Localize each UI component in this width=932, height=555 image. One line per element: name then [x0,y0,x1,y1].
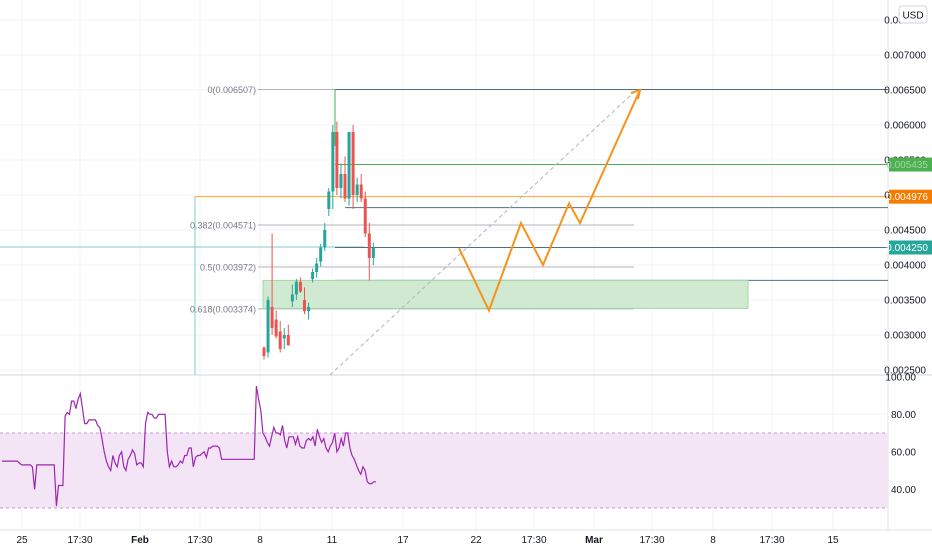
price-axis-label: 0.004000 [884,261,926,272]
time-axis-label: 11 [327,535,338,546]
candle-body[interactable] [359,184,363,199]
time-axis-label: Feb [131,535,149,546]
candle-body[interactable] [319,247,323,262]
rsi-axis-label: 40.00 [891,485,916,496]
orange-level-tag-label: 0.004976 [886,192,928,203]
time-axis-label: 17:30 [521,535,546,546]
time-axis-label: 15 [827,535,839,546]
fib-level-label: 0.5(0.003972) [200,262,256,272]
candle-body[interactable] [266,300,270,353]
rsi-band [0,433,888,508]
rsi-panel [0,386,888,509]
time-axis-label: 25 [16,535,28,546]
candles-layer [262,121,375,360]
rsi-axis-label: 80.00 [891,410,916,421]
currency-label: USD [902,11,923,22]
candle-body[interactable] [303,300,306,312]
candle-body[interactable] [343,174,347,199]
candle-body[interactable] [347,132,351,199]
price-axis-label: 0.007000 [884,51,926,62]
candle-body[interactable] [274,319,278,337]
candle-body[interactable] [339,174,343,188]
demand-zone[interactable] [262,279,749,309]
current-price-tag-label: 0.004250 [886,243,928,254]
time-axis-label: Mar [585,535,603,546]
price-axis-label: 0.002500 [884,366,926,377]
price-axis-label: 0.006000 [884,121,926,132]
candle-body[interactable] [371,247,375,259]
orange-level-tag[interactable] [889,189,932,204]
candle-body[interactable] [270,307,274,328]
projection-arrowhead [630,88,642,100]
candle-body[interactable] [315,263,319,272]
rsi-axis-label: 100.00 [885,372,916,383]
candle-body[interactable] [363,198,367,234]
time-axis-label: 8 [710,535,716,546]
candle-body[interactable] [355,184,359,196]
candle-body[interactable] [311,272,315,279]
rsi-line[interactable] [2,386,376,507]
candle-body[interactable] [335,132,339,188]
projection-path[interactable] [458,89,641,314]
green-level-tag[interactable] [889,157,932,172]
axis-layer: 0.002500 0.003000 0.003500 0.004000 0.004500… [16,16,932,546]
rsi-axis-label: 60.00 [891,447,916,458]
candle-body[interactable] [331,132,335,192]
time-axis-label: 17:30 [187,535,212,546]
time-axis-label: 17:30 [639,535,664,546]
candle-body[interactable] [298,281,302,292]
candle-body[interactable] [262,347,266,356]
price-axis-label: 0.006500 [884,86,926,97]
candle-body[interactable] [351,132,355,195]
fib-level-label: 0(0.006507) [207,85,256,95]
currency-badge[interactable]: USD [898,5,928,24]
candle-body[interactable] [323,230,327,248]
price-axis-label: 0.003000 [884,331,926,342]
candle-body[interactable] [278,331,282,350]
candle-body[interactable] [294,281,298,295]
candle-body[interactable] [282,335,286,339]
time-axis-label: 17 [397,535,409,546]
time-axis-label: 17:30 [67,535,92,546]
candle-body[interactable] [367,233,371,259]
candle-body[interactable] [327,191,331,210]
drawings-layer: 0(0.006507) 0.382(0.004571) 0.5(0.003972) 0… [0,85,888,376]
candle-body[interactable] [307,307,311,312]
fib-level-label: 0.618(0.003374) [190,304,256,314]
green-level-tag-label: 0.005435 [886,160,928,171]
price-axis-label: 0.004500 [884,226,926,237]
price-axis-label: 0.003500 [884,296,926,307]
candle-body[interactable] [286,335,290,346]
candle-body[interactable] [290,294,294,302]
time-axis-label: 8 [257,535,263,546]
current-price-tag[interactable] [889,240,932,255]
time-axis-label: 17:30 [759,535,784,546]
time-axis-label: 22 [470,535,482,546]
fib-level-label: 0.382(0.004571) [190,221,256,231]
